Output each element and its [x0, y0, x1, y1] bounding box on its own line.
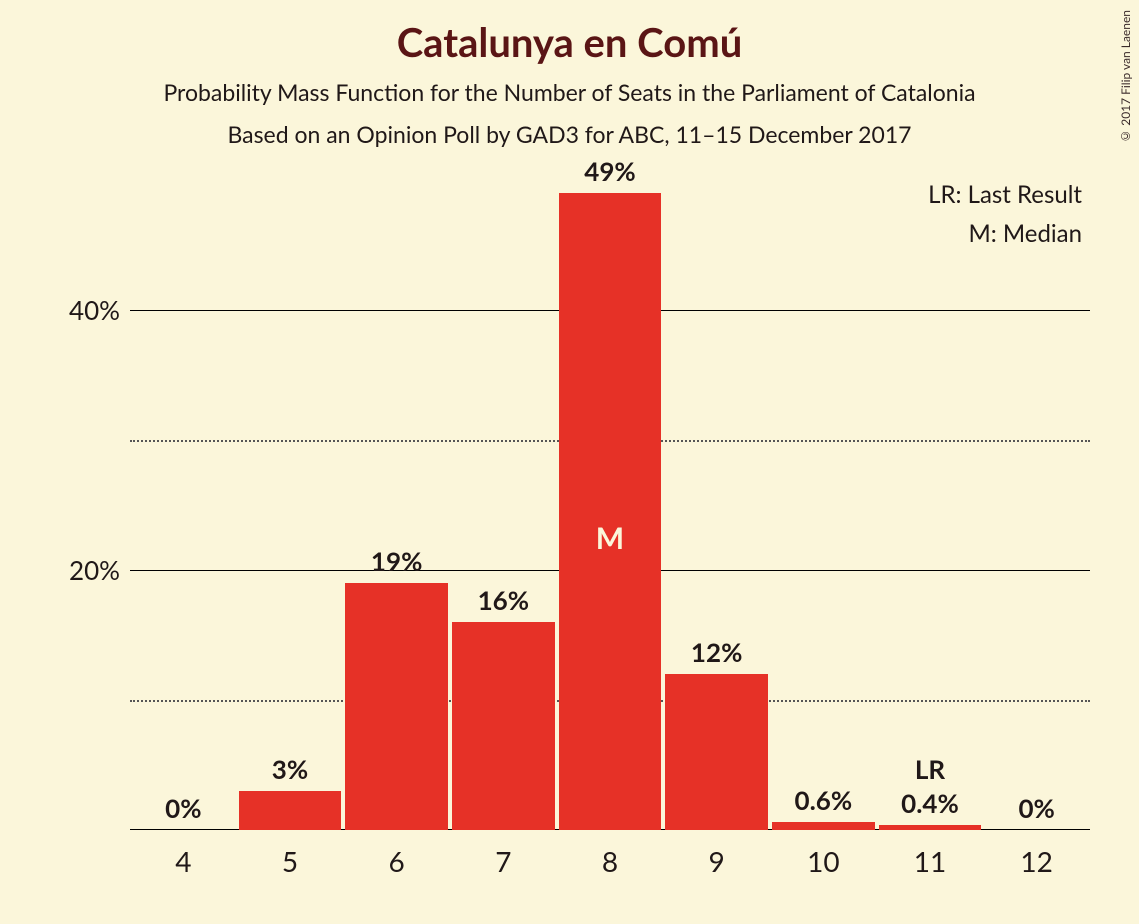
bar: [239, 791, 342, 830]
bar-slot: 0.4%LR11: [877, 180, 984, 830]
x-tick-label: 4: [175, 830, 191, 878]
bar-value-label: 49%: [584, 155, 635, 187]
bar-value-label: 0.6%: [795, 784, 853, 816]
bar-slot: 49%M8: [557, 180, 664, 830]
chart-title: Catalunya en Comú: [0, 0, 1139, 66]
y-tick-label: 40%: [69, 294, 130, 326]
plot-area: LR: Last Result M: Median 20%40%0%43%519…: [130, 180, 1090, 830]
bar: [665, 674, 768, 830]
bar-value-label: 12%: [691, 636, 742, 668]
bar-slot: 0.6%10: [770, 180, 877, 830]
copyright-notice: © 2017 Filip van Laenen: [1118, 10, 1133, 144]
bar: [772, 822, 875, 830]
x-tick-label: 12: [1020, 830, 1052, 878]
x-tick-label: 7: [495, 830, 511, 878]
bar-slot: 3%5: [237, 180, 344, 830]
x-tick-label: 5: [282, 830, 298, 878]
median-marker-label: M: [596, 520, 624, 556]
chart-container: LR: Last Result M: Median 20%40%0%43%519…: [60, 170, 1110, 890]
bar-slot: 19%6: [343, 180, 450, 830]
bar-value-label: 0.4%: [901, 787, 959, 819]
bar-value-label: 0%: [165, 792, 201, 824]
y-tick-label: 20%: [69, 554, 130, 586]
bar-value-label: 3%: [272, 753, 308, 785]
x-tick-label: 8: [602, 830, 618, 878]
x-tick-label: 6: [389, 830, 405, 878]
x-tick-label: 9: [709, 830, 725, 878]
bar: [452, 622, 555, 830]
bar: [559, 193, 662, 830]
bar-slot: 0%4: [130, 180, 237, 830]
bar: [345, 583, 448, 830]
x-tick-label: 10: [807, 830, 839, 878]
x-tick-label: 11: [914, 830, 946, 878]
bar-value-label: 0%: [1018, 792, 1054, 824]
bar-value-label: 19%: [371, 545, 422, 577]
chart-subtitle: Probability Mass Function for the Number…: [0, 78, 1139, 106]
bar-value-label: 16%: [478, 584, 529, 616]
bar-slot: 12%9: [663, 180, 770, 830]
bar-slot: 0%12: [983, 180, 1090, 830]
chart-subtitle-2: Based on an Opinion Poll by GAD3 for ABC…: [0, 120, 1139, 148]
lr-marker-label: LR: [915, 753, 945, 785]
bar-slot: 16%7: [450, 180, 557, 830]
